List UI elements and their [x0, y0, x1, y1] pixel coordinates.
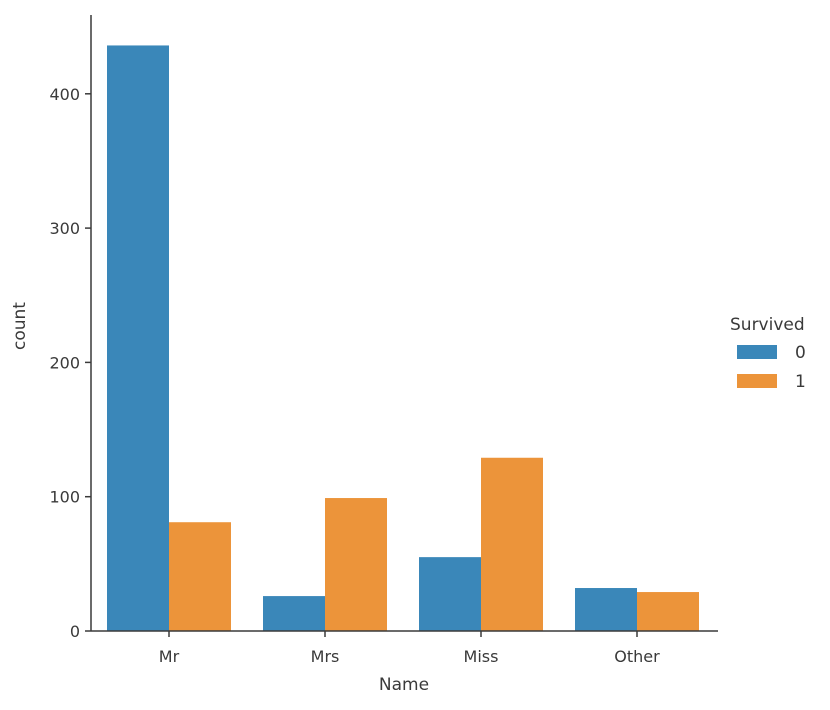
bar-mr-survived-1	[169, 522, 231, 631]
x-tick-label: Other	[614, 647, 660, 666]
bars-group	[107, 45, 699, 631]
y-tick-label: 400	[49, 85, 80, 104]
legend-label-0: 0	[795, 343, 806, 363]
legend-label-1: 1	[795, 372, 806, 392]
bar-mr-survived-0	[107, 45, 169, 631]
bar-miss-survived-1	[481, 457, 543, 631]
x-tick-label: Miss	[464, 647, 499, 666]
y-ticks-group: 0 100 200 300 400	[49, 85, 91, 641]
y-tick-label: 100	[49, 488, 80, 507]
legend-swatch-1	[737, 374, 777, 388]
x-tick-label: Mr	[159, 647, 180, 666]
legend-swatch-0	[737, 345, 777, 359]
bar-other-survived-0	[575, 588, 637, 631]
bar-other-survived-1	[637, 592, 699, 631]
y-tick-label: 200	[49, 353, 80, 372]
legend: Survived 0 1	[730, 315, 806, 392]
x-axis-title: Name	[379, 675, 429, 695]
bar-mrs-survived-0	[263, 596, 325, 631]
x-tick-label: Mrs	[311, 647, 340, 666]
bar-miss-survived-0	[419, 557, 481, 631]
y-tick-label: 300	[49, 219, 80, 238]
y-axis-title: count	[10, 302, 30, 350]
legend-title: Survived	[730, 315, 805, 335]
y-tick-label: 0	[70, 622, 80, 641]
bar-mrs-survived-1	[325, 498, 387, 631]
x-ticks-group: Mr Mrs Miss Other	[159, 631, 660, 666]
